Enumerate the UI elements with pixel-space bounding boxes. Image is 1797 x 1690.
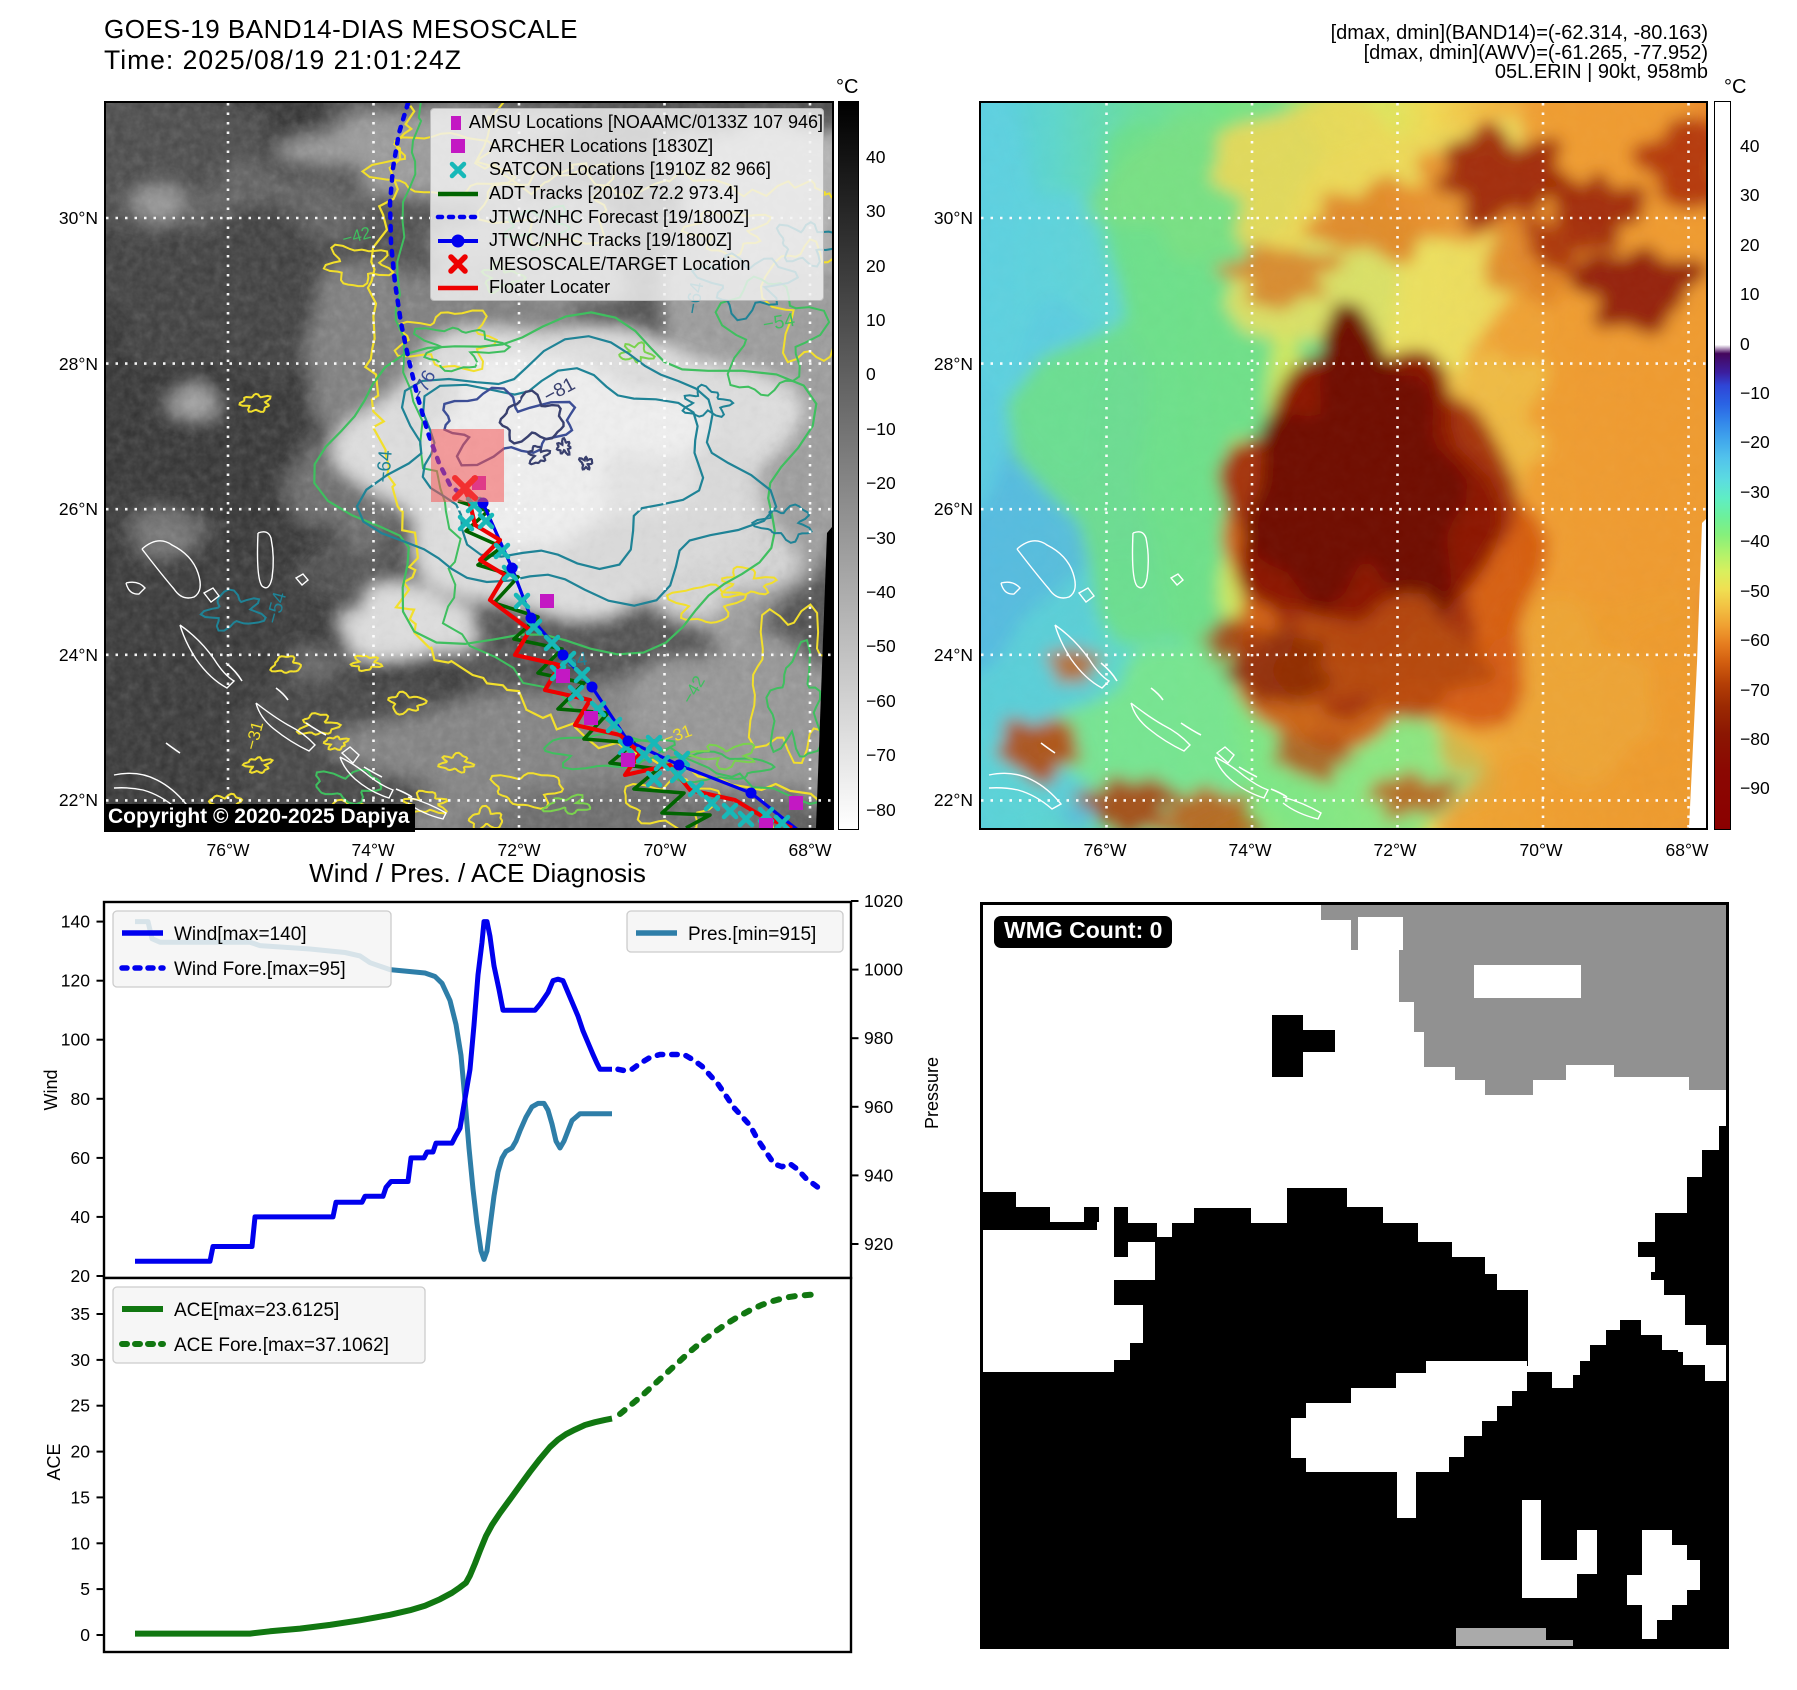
svg-text:960: 960 [864, 1097, 893, 1117]
svg-text:15: 15 [71, 1487, 90, 1507]
svg-text:80: 80 [71, 1089, 91, 1109]
svg-text:ACE: ACE [44, 1443, 64, 1480]
svg-text:Pressure: Pressure [922, 1057, 942, 1129]
svg-text:Wind Fore.[max=95]: Wind Fore.[max=95] [174, 959, 346, 980]
svg-text:940: 940 [864, 1165, 893, 1185]
svg-text:20: 20 [71, 1266, 91, 1286]
svg-text:140: 140 [61, 912, 90, 932]
svg-text:60: 60 [71, 1148, 91, 1168]
svg-text:0: 0 [80, 1625, 90, 1645]
svg-text:−64: −64 [373, 449, 397, 483]
svg-text:30: 30 [71, 1350, 91, 1370]
svg-text:ACE Fore.[max=37.1062]: ACE Fore.[max=37.1062] [174, 1335, 389, 1356]
svg-text:ACE[max=23.6125]: ACE[max=23.6125] [174, 1300, 339, 1321]
svg-text:100: 100 [61, 1030, 90, 1050]
svg-text:920: 920 [864, 1234, 893, 1254]
svg-text:Wind[max=140]: Wind[max=140] [174, 924, 307, 945]
svg-text:35: 35 [71, 1304, 90, 1324]
svg-text:40: 40 [71, 1207, 91, 1227]
svg-text:980: 980 [864, 1028, 893, 1048]
svg-text:10: 10 [71, 1533, 91, 1553]
svg-text:1020: 1020 [864, 891, 903, 911]
svg-text:1000: 1000 [864, 960, 903, 980]
svg-text:Pres.[min=915]: Pres.[min=915] [688, 924, 816, 945]
svg-text:25: 25 [71, 1396, 90, 1416]
svg-text:Wind: Wind [41, 1069, 61, 1110]
svg-text:5: 5 [80, 1579, 90, 1599]
svg-text:120: 120 [61, 971, 90, 991]
svg-text:20: 20 [71, 1442, 91, 1462]
